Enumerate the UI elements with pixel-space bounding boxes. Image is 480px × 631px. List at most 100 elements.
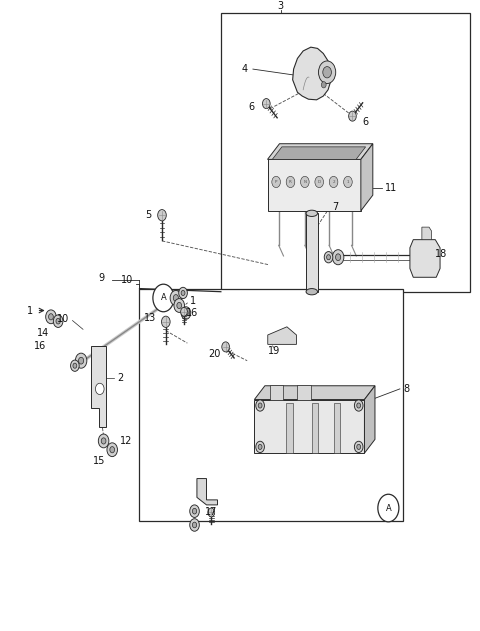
Polygon shape — [197, 478, 217, 505]
Text: 4: 4 — [242, 64, 248, 74]
Text: 2: 2 — [117, 373, 123, 383]
Circle shape — [153, 284, 174, 312]
Circle shape — [174, 298, 184, 312]
Circle shape — [98, 434, 109, 448]
Polygon shape — [91, 346, 107, 427]
Polygon shape — [334, 403, 340, 453]
Circle shape — [46, 310, 56, 324]
Bar — [140, 288, 403, 521]
Text: 2: 2 — [332, 180, 335, 184]
Polygon shape — [422, 227, 432, 240]
Circle shape — [272, 176, 280, 187]
Text: 15: 15 — [93, 456, 105, 466]
Text: 8: 8 — [404, 384, 409, 394]
Text: N: N — [303, 180, 306, 184]
Circle shape — [192, 509, 197, 514]
Circle shape — [181, 307, 191, 319]
Polygon shape — [267, 144, 373, 160]
Text: 12: 12 — [120, 436, 133, 446]
Text: 10: 10 — [121, 275, 133, 285]
Text: 6: 6 — [362, 117, 369, 127]
Circle shape — [110, 447, 115, 453]
Circle shape — [354, 441, 363, 452]
Text: 3: 3 — [277, 1, 284, 11]
Text: A: A — [160, 293, 166, 302]
Text: 16: 16 — [186, 308, 198, 318]
Circle shape — [96, 383, 104, 394]
Text: 20: 20 — [208, 350, 221, 360]
Circle shape — [197, 485, 206, 497]
Circle shape — [258, 403, 262, 408]
Text: R: R — [289, 180, 292, 184]
Circle shape — [348, 111, 356, 121]
Circle shape — [378, 494, 399, 522]
Circle shape — [344, 176, 352, 187]
Circle shape — [177, 302, 181, 309]
Polygon shape — [254, 386, 375, 399]
Circle shape — [300, 176, 309, 187]
Ellipse shape — [306, 288, 318, 295]
Circle shape — [258, 444, 262, 449]
Polygon shape — [361, 144, 373, 211]
Polygon shape — [297, 385, 311, 399]
Text: P: P — [275, 180, 277, 184]
Circle shape — [161, 316, 170, 327]
Circle shape — [48, 314, 53, 320]
Bar — [221, 13, 470, 292]
Circle shape — [319, 61, 336, 83]
Text: 10: 10 — [57, 314, 69, 324]
Circle shape — [315, 176, 324, 187]
Circle shape — [200, 488, 204, 493]
Polygon shape — [286, 403, 293, 453]
Text: 1: 1 — [347, 180, 349, 184]
Circle shape — [323, 67, 331, 78]
Circle shape — [170, 290, 181, 305]
Polygon shape — [268, 327, 297, 345]
Circle shape — [190, 519, 199, 531]
Text: 5: 5 — [145, 210, 151, 220]
Text: 1: 1 — [190, 296, 196, 306]
Text: 19: 19 — [268, 346, 281, 356]
Text: 7: 7 — [333, 202, 339, 212]
Circle shape — [222, 342, 229, 352]
Polygon shape — [293, 47, 331, 100]
Circle shape — [263, 98, 270, 109]
Text: 9: 9 — [98, 273, 104, 283]
Circle shape — [329, 176, 338, 187]
Text: D: D — [318, 180, 321, 184]
Circle shape — [256, 400, 264, 411]
Circle shape — [286, 176, 295, 187]
Polygon shape — [410, 240, 440, 277]
Circle shape — [256, 441, 264, 452]
Polygon shape — [267, 160, 361, 211]
Circle shape — [79, 357, 84, 364]
Circle shape — [157, 209, 166, 221]
Circle shape — [101, 438, 106, 444]
Ellipse shape — [306, 210, 318, 216]
Circle shape — [322, 81, 326, 88]
Polygon shape — [254, 399, 364, 453]
Polygon shape — [306, 213, 318, 292]
Circle shape — [184, 310, 188, 316]
Circle shape — [71, 360, 79, 371]
Circle shape — [179, 287, 187, 298]
Text: 14: 14 — [36, 328, 49, 338]
Polygon shape — [364, 386, 375, 453]
Circle shape — [208, 508, 215, 517]
Circle shape — [73, 363, 77, 369]
Text: 13: 13 — [144, 313, 156, 323]
Circle shape — [173, 295, 179, 302]
Polygon shape — [312, 403, 318, 453]
Text: A: A — [385, 504, 391, 512]
Circle shape — [336, 254, 341, 261]
Polygon shape — [272, 147, 366, 160]
Text: 6: 6 — [249, 102, 254, 112]
Circle shape — [53, 315, 63, 327]
Circle shape — [180, 307, 187, 316]
Circle shape — [324, 252, 333, 263]
Circle shape — [181, 290, 185, 295]
Circle shape — [190, 505, 199, 517]
Circle shape — [192, 522, 197, 528]
Text: 17: 17 — [205, 507, 217, 517]
Text: 16: 16 — [34, 341, 46, 351]
